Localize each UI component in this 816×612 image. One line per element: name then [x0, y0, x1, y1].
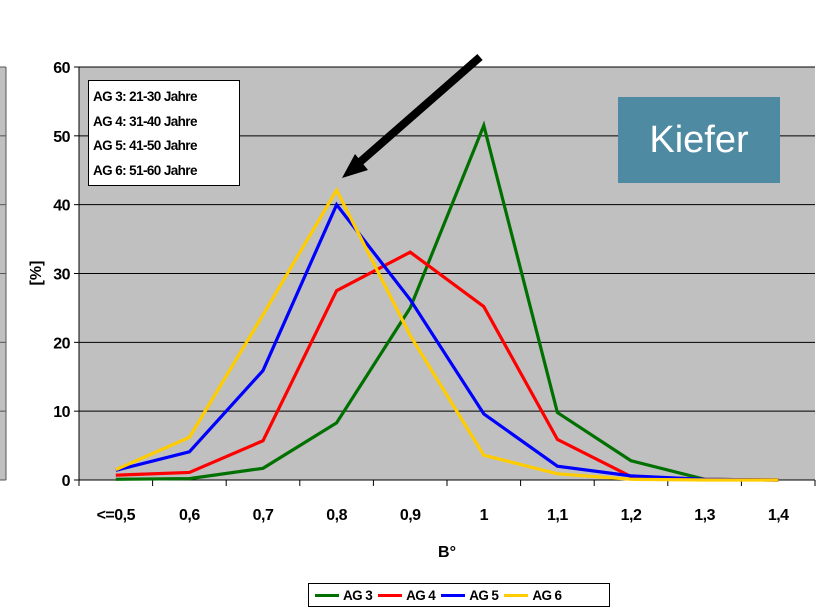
legend-label-ag6: AG 6 — [532, 587, 562, 603]
y-tick-label: 20 — [53, 335, 70, 352]
y-tick-label: 10 — [53, 404, 70, 421]
series-line-ag5 — [115, 201, 779, 482]
x-tick-label: <=0,5 — [97, 507, 136, 524]
legend-item-ag5: AG 5 — [441, 587, 499, 603]
legend-swatch-ag3 — [315, 593, 339, 597]
x-tick-label: 0,8 — [326, 507, 347, 524]
legend: AG 3 AG 4 AG 5 AG 6 — [308, 583, 610, 607]
legend-label-ag4: AG 4 — [406, 587, 436, 603]
legend-item-ag4: AG 4 — [378, 587, 436, 603]
y-tick-labels: 0 10 20 30 40 50 60 — [53, 60, 71, 490]
species-label: Kiefer — [618, 97, 780, 183]
y-tick-label: 50 — [53, 129, 70, 146]
age-group-info-box: AG 3: 21-30 Jahre AG 4: 31-40 Jahre AG 5… — [88, 80, 240, 186]
series-line-ag3 — [115, 120, 779, 482]
info-line-ag6: AG 6: 51-60 Jahre — [93, 162, 197, 178]
y-tick-label: 0 — [62, 473, 71, 490]
arrow-icon — [342, 53, 483, 178]
series-lines — [115, 120, 779, 482]
x-tick-label: 1,2 — [621, 507, 642, 524]
x-tick-label: 1,4 — [768, 507, 789, 524]
series-line-ag6 — [115, 186, 779, 482]
y-tick-label: 60 — [53, 60, 70, 77]
x-tick-label: 0,9 — [400, 507, 421, 524]
x-tick-label: 1,3 — [694, 507, 715, 524]
legend-swatch-ag6 — [504, 593, 529, 597]
info-line-ag4: AG 4: 31-40 Jahre — [93, 113, 197, 129]
legend-item-ag3: AG 3 — [315, 587, 373, 603]
y-tick-label: 40 — [53, 198, 70, 215]
x-tick-label: 1,1 — [547, 507, 568, 524]
y-tick-label: 30 — [53, 267, 70, 284]
legend-label-ag3: AG 3 — [343, 587, 373, 603]
legend-item-ag6: AG 6 — [504, 587, 562, 603]
legend-swatch-ag5 — [441, 593, 466, 597]
legend-swatch-ag4 — [378, 593, 403, 597]
x-tick-label: 0,7 — [253, 507, 274, 524]
info-line-ag5: AG 5: 41-50 Jahre — [93, 138, 197, 153]
x-tick-labels: <=0,5 0,6 0,7 0,8 0,9 1 1,1 1,2 1,3 1,4 — [97, 507, 790, 524]
x-tick-label: 1 — [480, 507, 489, 524]
x-tick-label: 0,6 — [179, 507, 200, 524]
legend-label-ag5: AG 5 — [469, 587, 499, 603]
info-line-ag3: AG 3: 21-30 Jahre — [93, 89, 197, 104]
y-axis-title: [%] — [28, 261, 45, 286]
x-axis-title: B° — [438, 544, 456, 561]
